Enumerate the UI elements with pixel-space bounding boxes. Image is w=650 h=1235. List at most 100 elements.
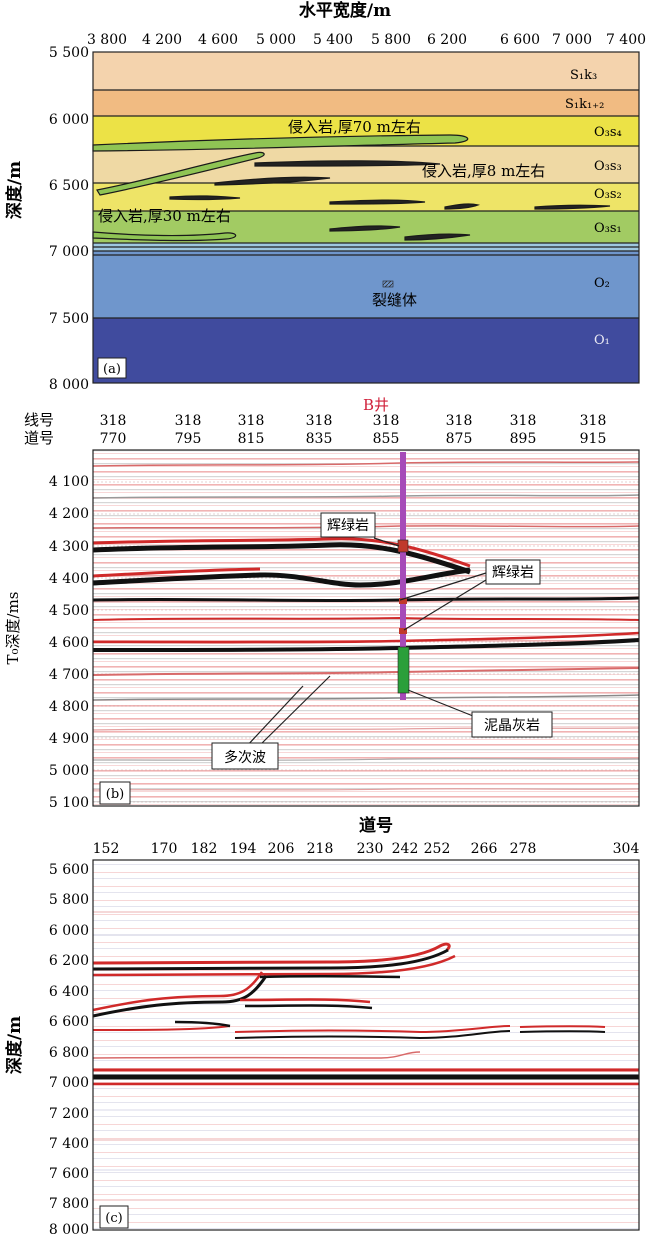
intrusions: [92, 134, 611, 242]
panel-b-y-ticks: 4 100 4 200 4 300 4 400 4 500 4 600 4 70…: [49, 474, 89, 811]
panel-c-y-tick: 7 600: [49, 1166, 89, 1182]
layer-label-o1: O₁: [594, 333, 610, 348]
line-number: 318: [373, 413, 400, 429]
layer-labels: S₁k₃ S₁k₁₊₂ O₃s₄ O₃s₃ O₃s₂ O₃s₁ O₂ O₁: [565, 68, 622, 348]
panel-c-y-axis-title: 深度/m: [4, 1016, 25, 1074]
layer-label-o3s4: O₃s₄: [594, 125, 622, 140]
callout-diabase-1: 辉绿岩: [320, 512, 376, 538]
intrusion-sliver-4: [534, 204, 611, 210]
panel-a-y-tick: 5 500: [49, 45, 89, 61]
well-diabase-marker-2: [399, 598, 407, 604]
annotation-intrusion-70m: 侵入岩,厚70 m左右: [288, 118, 421, 136]
trace-number-label: 道号: [24, 429, 54, 447]
panel-c-x-tick: 242: [392, 841, 419, 857]
panel-a-label: (a): [103, 362, 121, 377]
panel-b-y-tick: 5 100: [49, 795, 89, 811]
panel-a-frame: [92, 51, 640, 384]
panel-c-y-tick: 7 200: [49, 1106, 89, 1122]
layer-o1: [93, 318, 639, 383]
callout-diabase-2: 辉绿岩: [485, 559, 541, 585]
well-b: [397, 452, 410, 700]
panel-c-x-tick: 266: [471, 841, 498, 857]
panel-a-x-tick: 4 200: [142, 32, 182, 48]
intrusion-thin-8m: [254, 160, 441, 167]
panel-b-y-tick: 4 800: [49, 699, 89, 715]
panel-c-x-tick: 152: [93, 841, 120, 857]
annotation-intrusion-30m: 侵入岩,厚30 m左右: [98, 207, 231, 225]
intrusion-sliver-6: [404, 233, 471, 241]
line-number: 318: [175, 413, 202, 429]
trace-number: 855: [373, 431, 400, 447]
panel-b-y-tick: 4 700: [49, 667, 89, 683]
panel-c-x-tick: 194: [230, 841, 257, 857]
line-number: 318: [238, 413, 265, 429]
panel-c-y-tick: 6 200: [49, 953, 89, 969]
line-number: 318: [306, 413, 333, 429]
panel-a-y-tick: 7 000: [49, 244, 89, 260]
trace-number: 915: [580, 431, 607, 447]
panel-a-annotations: 侵入岩,厚70 m左右 侵入岩,厚8 m左右 侵入岩,厚30 m左右 裂缝体: [98, 118, 545, 309]
panel-a-y-tick: 6 000: [49, 112, 89, 128]
panel-a-x-tick: 4 600: [198, 32, 238, 48]
panel-c-x-tick: 182: [191, 841, 218, 857]
panel-c-y-tick: 5 800: [49, 892, 89, 908]
intrusion-sliver-3: [444, 203, 481, 210]
panel-c-y-tick: 8 000: [49, 1222, 89, 1235]
panel-a-x-tick: 6 600: [500, 32, 540, 48]
layer-s1k3: [93, 52, 639, 90]
svg-text:辉绿岩: 辉绿岩: [492, 565, 534, 581]
panel-a-x-tick: 5 000: [256, 32, 296, 48]
layer-s1k12: [93, 90, 639, 116]
line-number: 318: [446, 413, 473, 429]
panel-b-y-tick: 4 500: [49, 603, 89, 619]
panel-a-y-tick: 6 500: [49, 178, 89, 194]
line-number: 318: [100, 413, 127, 429]
panel-a-x-tick: 3 800: [87, 32, 127, 48]
panel-c-y-tick: 7 800: [49, 1196, 89, 1212]
annotation-fracture: 裂缝体: [372, 291, 417, 309]
layer-label-o2: O₂: [594, 276, 610, 291]
trace-number: 835: [306, 431, 333, 447]
line-numbers: 318 318 318 318 318 318 318 318: [100, 413, 607, 429]
callout-micrite: 泥晶灰岩: [471, 711, 553, 738]
intrusion-thin-middle: [214, 176, 331, 186]
layer-label-o3s3: O₃s₃: [594, 159, 622, 174]
panel-b-label-box: [99, 781, 131, 805]
panel-b-y-tick: 4 100: [49, 474, 89, 490]
fracture-symbol: [382, 280, 394, 288]
line-number: 318: [510, 413, 537, 429]
panel-a-top-axis-title: 水平宽度/m: [299, 0, 391, 21]
well-diabase-marker-1: [397, 539, 409, 553]
intrusion-sliver-5: [329, 225, 401, 232]
panel-c-x-tick: 218: [307, 841, 334, 857]
panel-b-y-tick: 4 900: [49, 731, 89, 747]
panel-a-x-ticks: 3 800 4 200 4 600 5 000 5 400 5 800 6 20…: [87, 32, 646, 48]
intrusion-lower-30m: [92, 231, 237, 242]
intrusion-dipping-limb: [96, 151, 265, 196]
panel-a-y-tick: 8 000: [49, 377, 89, 393]
panel-c: 道号 152 170 182 194 206 218 230 242 252 2…: [4, 815, 640, 1235]
layer-label-s1k12: S₁k₁₊₂: [565, 97, 604, 112]
panel-c-y-tick: 7 400: [49, 1136, 89, 1152]
layer-label-o3s2: O₃s₂: [594, 187, 622, 202]
panel-c-frame: [92, 859, 640, 1231]
panel-b-label: (b): [106, 787, 124, 802]
panel-c-x-tick: 252: [424, 841, 451, 857]
line-number-label: 线号: [24, 411, 54, 429]
svg-text:辉绿岩: 辉绿岩: [327, 518, 369, 534]
well-label: B井: [363, 396, 389, 414]
svg-text:泥晶灰岩: 泥晶灰岩: [484, 718, 540, 734]
seismic-events-c: [92, 910, 639, 1202]
trace-number: 770: [100, 431, 127, 447]
panel-c-x-ticks: 152 170 182 194 206 218 230 242 252 266 …: [93, 841, 640, 857]
seismic-section-b: [93, 450, 639, 806]
panel-c-top-axis-title: 道号: [359, 815, 393, 836]
intrusion-sliver-1: [169, 195, 241, 201]
panel-c-y-tick: 6 000: [49, 923, 89, 939]
intrusion-sliver-2: [329, 199, 426, 205]
panel-a-x-tick: 7 400: [606, 32, 646, 48]
panel-a-x-tick: 6 200: [427, 32, 467, 48]
panel-b-y-tick: 5 000: [49, 763, 89, 779]
panel-b-frame: [92, 449, 640, 807]
